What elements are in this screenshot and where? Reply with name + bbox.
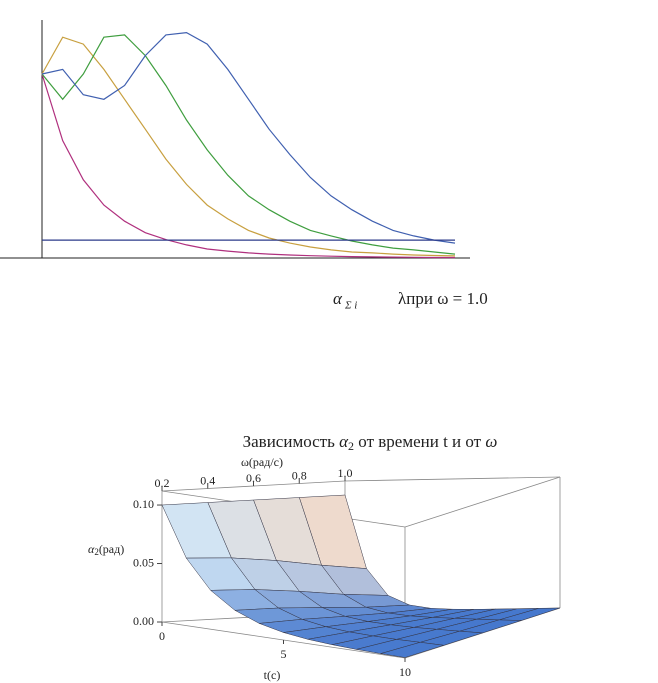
z-tick-label: 0.00 [133, 614, 154, 628]
series-line [41, 36, 456, 257]
z-axis-label: α2(рад) [88, 542, 124, 557]
t-axis-label: t(c) [264, 668, 281, 682]
surface-patch [380, 642, 444, 658]
caption-text: λпри ω = 1.0 [398, 289, 488, 308]
omega-tick-label: 0.4 [200, 473, 215, 487]
caption-symbol: α [333, 289, 343, 308]
omega-axis-label: ω(рад/с) [241, 455, 283, 469]
t-tick-label: 0 [159, 629, 165, 643]
omega-tick-label: 1.0 [338, 466, 353, 480]
title-part: Зависимость [243, 432, 340, 451]
t-tick-label: 10 [399, 665, 411, 679]
z-tick-label: 0.10 [133, 497, 154, 511]
series-line [41, 31, 456, 244]
z-label-part: 2 [94, 547, 99, 557]
series-line [41, 73, 455, 259]
chart-title: Зависимость α2 от времени t и от ω [243, 432, 498, 453]
title-part: 2 [348, 439, 354, 453]
omega-tick-label: 0.8 [292, 468, 307, 482]
z-label-part: α [88, 542, 95, 556]
series-line [41, 34, 456, 255]
title-part: ω [485, 432, 497, 451]
t-tick-label: 5 [281, 647, 287, 661]
z-label-part: (рад) [99, 542, 124, 556]
title-part: α [339, 432, 349, 451]
title-part: от времени t и от [354, 432, 485, 451]
omega-tick-label: 0.2 [155, 476, 170, 490]
omega-tick-label: 0.6 [246, 471, 261, 485]
box-edge [344, 476, 561, 482]
z-tick-label: 0.05 [133, 555, 154, 569]
box-edge [404, 476, 561, 528]
caption-subscript: Σ i [344, 300, 357, 312]
